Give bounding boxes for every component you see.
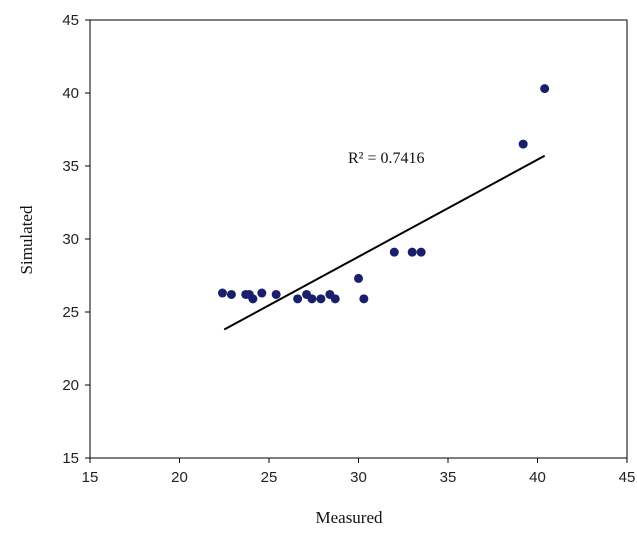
y-tick-label: 20 [62,377,79,394]
data-point [518,139,528,149]
x-tick-label: 25 [261,469,278,486]
data-point [307,294,317,304]
y-tick-label: 30 [62,231,79,248]
x-tick-label: 45 [619,469,636,486]
data-point [330,294,340,304]
data-point [359,294,369,304]
y-tick-label: 40 [62,85,79,102]
data-point [226,289,236,299]
y-tick-label: 15 [62,450,79,467]
y-axis-title: Simulated [17,205,36,274]
data-point [540,84,550,94]
data-point [416,247,426,257]
x-tick-label: 20 [171,469,188,486]
data-points [217,84,550,304]
data-point [257,288,267,298]
x-tick-label: 40 [529,469,546,486]
data-point [271,289,281,299]
x-tick-label: 15 [82,469,99,486]
data-point [389,247,399,257]
y-tick-label: 35 [62,158,79,175]
x-axis-ticks: 15 20 25 30 35 40 45 [82,458,636,486]
data-point [407,247,417,257]
y-tick-label: 45 [62,12,79,29]
data-point [293,294,303,304]
data-point [354,273,363,283]
data-point [248,294,258,304]
x-tick-label: 30 [350,469,367,486]
trend-line [223,154,546,331]
x-tick-label: 35 [440,469,457,486]
data-point [316,294,326,304]
y-axis-ticks: 15 20 25 30 35 40 45 [62,12,90,467]
y-tick-label: 25 [62,304,79,321]
x-axis-title: Measured [315,508,383,527]
r-squared-annotation: R² = 0.7416 [348,150,425,167]
data-point [217,288,227,298]
